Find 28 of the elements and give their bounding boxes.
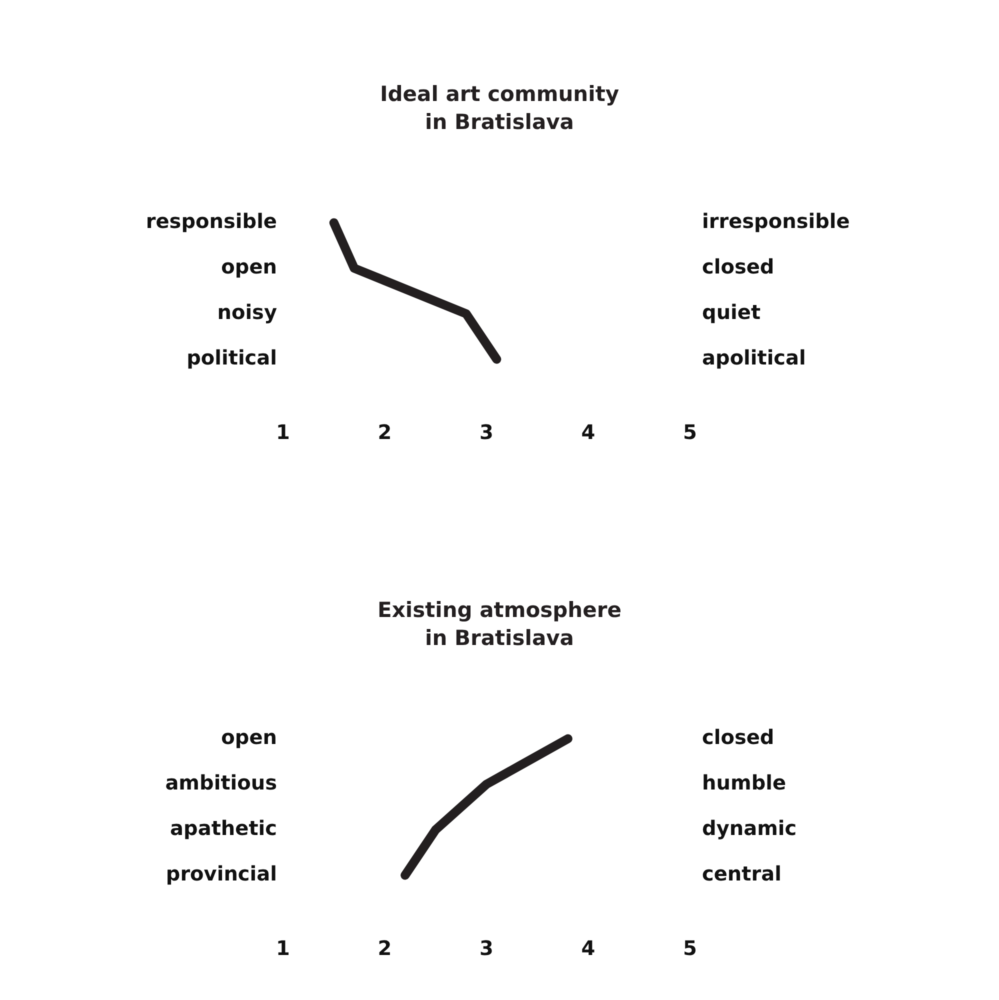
y2-tick-label: apolitical xyxy=(702,345,806,370)
x-tick-label: 2 xyxy=(378,420,392,444)
x-tick-label: 1 xyxy=(276,936,290,960)
y-tick-label: political xyxy=(186,345,277,370)
y-tick-label: noisy xyxy=(217,300,277,324)
y2-tick-label: irresponsible xyxy=(702,208,850,233)
y2-tick-label: closed xyxy=(702,254,774,278)
x-tick-label: 5 xyxy=(683,936,697,960)
x-tick-label: 2 xyxy=(378,936,392,960)
x-tick-label: 3 xyxy=(480,420,494,444)
y-tick-label: provincial xyxy=(166,861,277,886)
y-tick-label: open xyxy=(221,254,277,278)
y-tick-label: ambitious xyxy=(165,770,277,794)
y2-tick-label: closed xyxy=(702,724,774,749)
x-tick-label: 4 xyxy=(581,936,596,960)
chart-title: Ideal art community in Bratislava xyxy=(378,81,620,136)
y-tick-label: apathetic xyxy=(170,816,277,840)
y-tick-label: responsible xyxy=(146,208,277,233)
y2-tick-label: dynamic xyxy=(702,816,797,840)
x-tick-label: 3 xyxy=(480,936,494,960)
x-tick-label: 1 xyxy=(276,420,290,444)
x-tick-label: 5 xyxy=(683,420,697,444)
y-tick-label: open xyxy=(221,724,277,749)
y2-tick-label: central xyxy=(702,861,782,886)
chart-title: Existing atmosphere in Bratislava xyxy=(376,597,622,652)
y2-tick-label: humble xyxy=(702,770,786,794)
y2-tick-label: quiet xyxy=(702,300,761,324)
x-tick-label: 4 xyxy=(581,420,596,444)
